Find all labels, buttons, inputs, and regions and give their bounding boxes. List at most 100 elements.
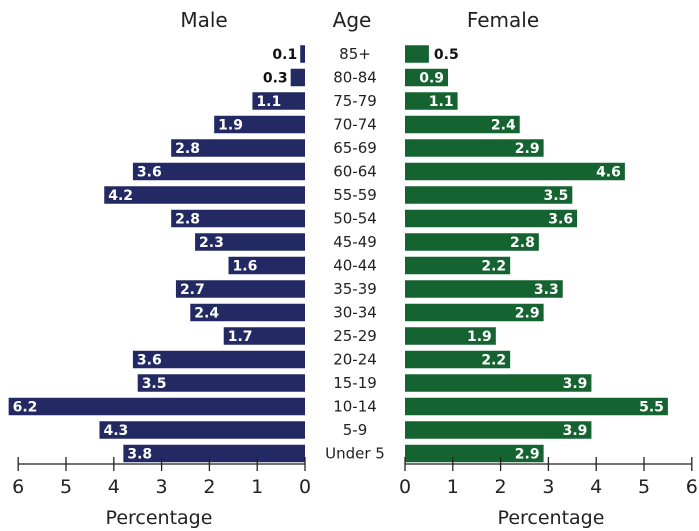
female-bar-under-5 bbox=[405, 444, 544, 463]
male-tick-label-2: 2 bbox=[203, 476, 215, 498]
male-x-axis-label: Percentage bbox=[106, 507, 213, 529]
female-value-label-70-74: 2.4 bbox=[491, 118, 516, 134]
female-value-label-85: 0.5 bbox=[434, 47, 459, 63]
female-tick-label-0: 0 bbox=[399, 476, 411, 498]
male-value-label-15-19: 3.5 bbox=[142, 376, 167, 392]
male-value-label-20-24: 3.6 bbox=[137, 353, 162, 369]
male-bar-50-54 bbox=[171, 209, 305, 228]
female-value-label-10-14: 5.5 bbox=[639, 400, 664, 416]
male-bars bbox=[8, 45, 306, 463]
female-value-label-5-9: 3.9 bbox=[563, 423, 588, 439]
female-bar-70-74 bbox=[405, 115, 520, 134]
female-tick-label-2: 2 bbox=[495, 476, 507, 498]
female-panel-title: Female bbox=[467, 8, 539, 32]
female-bar-25-29 bbox=[405, 327, 496, 345]
male-value-label-55-59: 4.2 bbox=[108, 188, 133, 204]
male-bar-10-14 bbox=[8, 397, 305, 416]
female-bar-65-69 bbox=[405, 139, 544, 157]
female-bar-80-84 bbox=[405, 68, 449, 87]
female-bar-60-64 bbox=[405, 162, 625, 181]
female-value-label-15-19: 3.9 bbox=[563, 376, 588, 392]
age-label-50-54: 50-54 bbox=[333, 210, 377, 228]
male-bar-80-84 bbox=[290, 68, 305, 87]
female-bar-45-49 bbox=[405, 233, 539, 251]
male-bar-75-79 bbox=[252, 92, 305, 110]
male-panel-title: Male bbox=[180, 8, 227, 32]
male-bar-30-34 bbox=[190, 303, 305, 322]
female-value-label-45-49: 2.8 bbox=[510, 235, 535, 251]
female-value-label-60-64: 4.6 bbox=[596, 165, 621, 181]
female-value-label-80-84: 0.9 bbox=[419, 71, 444, 87]
male-x-axis: 0 1 2 3 4 5 6 bbox=[12, 457, 311, 498]
female-value-label-35-39: 3.3 bbox=[534, 282, 559, 298]
male-value-label-75-79: 1.1 bbox=[256, 94, 281, 110]
age-label-25-29: 25-29 bbox=[333, 327, 377, 345]
male-value-label-70-74: 1.9 bbox=[218, 118, 243, 134]
male-bar-35-39 bbox=[175, 280, 305, 298]
age-label-15-19: 15-19 bbox=[333, 374, 377, 392]
male-bar-85 bbox=[300, 45, 305, 63]
age-label-35-39: 35-39 bbox=[333, 280, 377, 298]
male-value-label-50-54: 2.8 bbox=[175, 212, 200, 228]
age-label-85: 85+ bbox=[339, 45, 371, 63]
female-bar-40-44 bbox=[405, 256, 511, 275]
male-bar-15-19 bbox=[137, 374, 305, 392]
male-value-labels: 0.10.31.11.92.83.64.22.82.31.62.72.41.73… bbox=[13, 47, 298, 463]
female-value-label-65-69: 2.9 bbox=[515, 141, 540, 157]
female-value-label-50-54: 3.6 bbox=[548, 212, 573, 228]
male-bar-under-5 bbox=[123, 444, 305, 463]
female-bar-50-54 bbox=[405, 209, 578, 228]
age-label-75-79: 75-79 bbox=[333, 92, 377, 110]
male-value-label-35-39: 2.7 bbox=[180, 282, 205, 298]
male-bar-70-74 bbox=[214, 115, 305, 134]
female-tick-label-6: 6 bbox=[686, 476, 698, 498]
age-label-10-14: 10-14 bbox=[333, 398, 377, 416]
male-value-label-40-44: 1.6 bbox=[233, 259, 258, 275]
age-label-45-49: 45-49 bbox=[333, 233, 377, 251]
male-value-label-65-69: 2.8 bbox=[175, 141, 200, 157]
female-bar-35-39 bbox=[405, 280, 563, 298]
female-bar-20-24 bbox=[405, 350, 511, 369]
female-value-label-40-44: 2.2 bbox=[481, 259, 506, 275]
age-label-under-5: Under 5 bbox=[325, 445, 385, 463]
age-header: Age bbox=[333, 8, 372, 32]
male-tick-label-5: 5 bbox=[60, 476, 72, 498]
age-label-5-9: 5-9 bbox=[343, 421, 368, 439]
female-bar-85 bbox=[405, 45, 429, 63]
male-value-label-30-34: 2.4 bbox=[194, 306, 219, 322]
female-value-label-55-59: 3.5 bbox=[543, 188, 568, 204]
male-value-label-45-49: 2.3 bbox=[199, 235, 224, 251]
age-label-20-24: 20-24 bbox=[333, 351, 377, 369]
age-label-30-34: 30-34 bbox=[333, 304, 377, 322]
male-bar-60-64 bbox=[132, 162, 305, 181]
male-bar-5-9 bbox=[99, 421, 306, 439]
male-bar-65-69 bbox=[171, 139, 305, 157]
female-value-label-20-24: 2.2 bbox=[481, 353, 506, 369]
male-value-label-60-64: 3.6 bbox=[137, 165, 162, 181]
female-value-label-30-34: 2.9 bbox=[515, 306, 540, 322]
age-label-80-84: 80-84 bbox=[333, 69, 377, 87]
female-bar-15-19 bbox=[405, 374, 592, 392]
male-bar-40-44 bbox=[228, 256, 305, 275]
female-bar-30-34 bbox=[405, 303, 544, 322]
male-value-label-5-9: 4.3 bbox=[103, 423, 128, 439]
female-tick-label-1: 1 bbox=[447, 476, 459, 498]
female-value-label-under-5: 2.9 bbox=[515, 447, 540, 463]
female-bar-55-59 bbox=[405, 186, 573, 204]
male-value-label-80-84: 0.3 bbox=[263, 71, 288, 87]
female-tick-label-3: 3 bbox=[542, 476, 554, 498]
female-tick-label-5: 5 bbox=[638, 476, 650, 498]
male-bar-45-49 bbox=[195, 233, 305, 251]
age-label-65-69: 65-69 bbox=[333, 139, 377, 157]
male-bar-25-29 bbox=[223, 327, 305, 345]
female-x-axis-label: Percentage bbox=[498, 507, 605, 529]
age-label-60-64: 60-64 bbox=[333, 163, 377, 181]
male-bar-20-24 bbox=[132, 350, 305, 369]
female-bar-5-9 bbox=[405, 421, 592, 439]
female-value-label-25-29: 1.9 bbox=[467, 329, 492, 345]
female-tick-label-4: 4 bbox=[590, 476, 602, 498]
female-bar-10-14 bbox=[405, 397, 668, 416]
male-tick-label-4: 4 bbox=[108, 476, 120, 498]
male-tick-label-3: 3 bbox=[156, 476, 168, 498]
